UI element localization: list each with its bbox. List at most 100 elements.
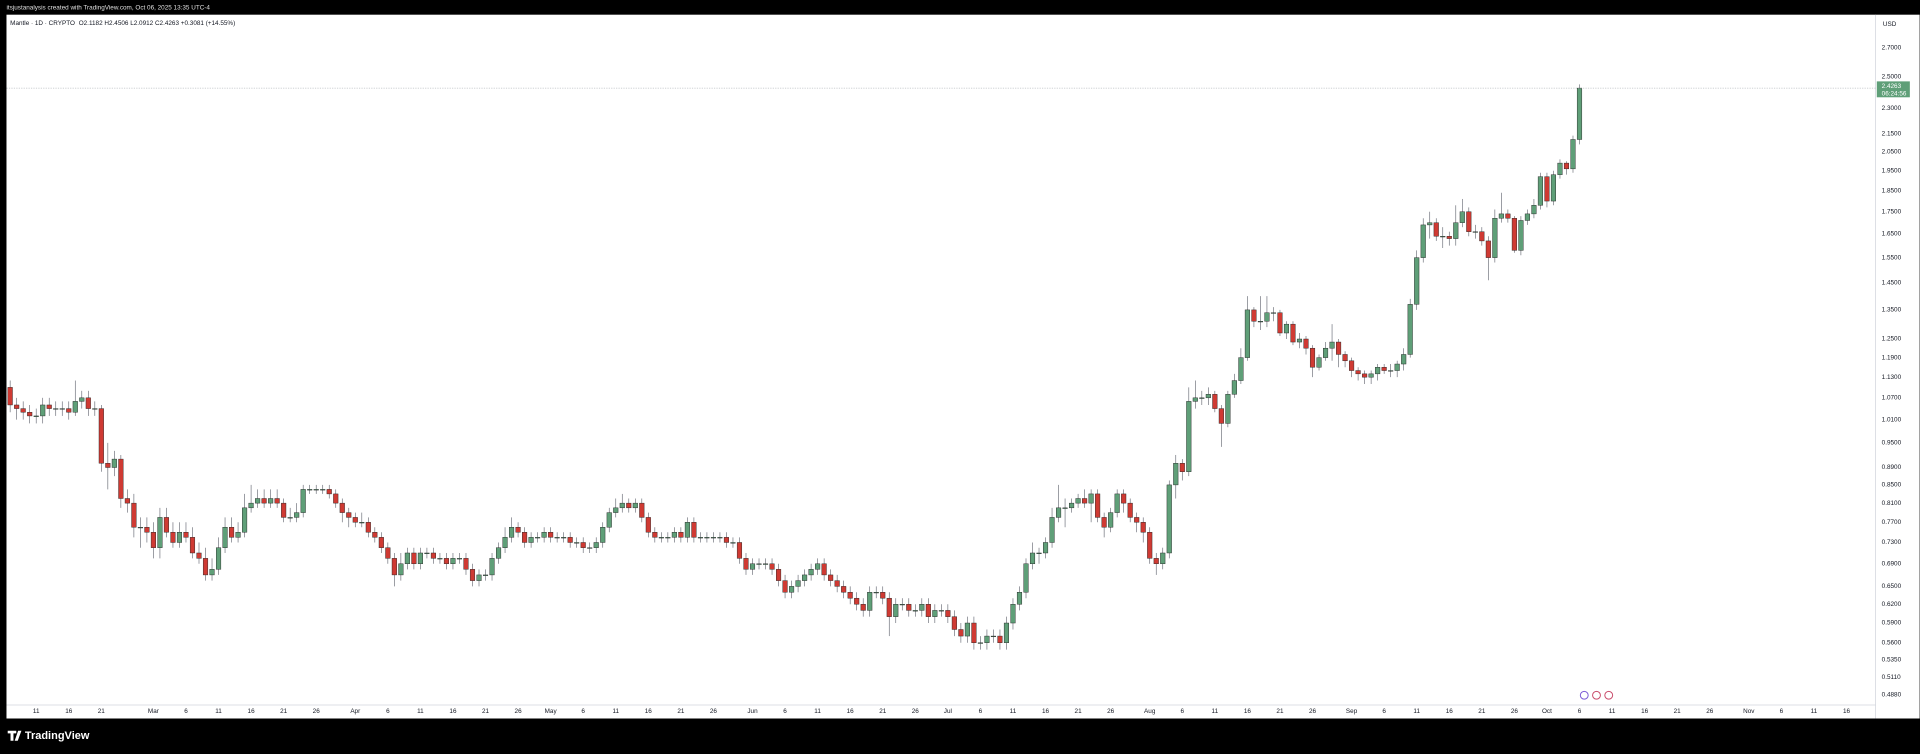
brand[interactable]: TradingView — [7, 730, 90, 742]
candle-body — [632, 502, 638, 509]
x-tick-label: 26 — [1706, 708, 1714, 715]
candle-body — [124, 498, 130, 504]
candle-body — [1492, 218, 1498, 258]
candle-body — [1016, 592, 1023, 605]
candle-body — [1166, 484, 1172, 554]
candle-body — [841, 586, 847, 593]
candle-body — [320, 489, 326, 491]
candle-body — [1362, 373, 1368, 378]
candle-body — [880, 592, 886, 599]
candle-body — [1108, 512, 1114, 528]
candle-body — [671, 532, 677, 538]
brand-name: TradingView — [25, 730, 90, 742]
candle-body — [46, 404, 52, 409]
x-tick-label: 11 — [1811, 708, 1818, 715]
event-icon[interactable] — [1604, 690, 1614, 700]
candle-body — [886, 597, 892, 617]
y-tick-label: 2.7000 — [1882, 44, 1902, 51]
candle-body — [72, 401, 78, 413]
candle-body — [1134, 517, 1140, 523]
candle-body — [958, 629, 964, 637]
candle-body — [782, 580, 788, 593]
x-tick-label: 6 — [1578, 708, 1582, 715]
x-tick-label: Jul — [944, 708, 952, 715]
y-tick-label: 0.8500 — [1882, 482, 1902, 489]
y-tick-label: 2.5000 — [1882, 73, 1902, 80]
candle-body — [743, 558, 749, 570]
candle-body — [261, 498, 267, 504]
candle-body — [645, 517, 651, 533]
candle-body — [1459, 211, 1465, 223]
candle-body — [1088, 493, 1094, 504]
y-tick-label: 0.9500 — [1882, 440, 1902, 447]
candle-body — [222, 527, 228, 548]
candle-body — [1498, 213, 1504, 219]
candle-body — [1140, 522, 1146, 533]
candle-body — [163, 517, 169, 533]
candle-body — [287, 517, 293, 519]
candle-body — [144, 527, 150, 533]
x-tick-label: 26 — [515, 708, 523, 715]
y-tick-label: 1.4500 — [1882, 280, 1902, 287]
candle-body — [20, 408, 26, 413]
candle-body — [7, 387, 13, 406]
y-tick-label: 0.5110 — [1882, 674, 1901, 681]
candle-body — [274, 498, 280, 504]
candle-body — [157, 517, 163, 548]
candle-body — [209, 569, 215, 576]
candle-body — [789, 586, 795, 593]
candle-body — [229, 527, 235, 538]
candle-body — [424, 552, 430, 554]
x-tick-label: 11 — [1413, 708, 1420, 715]
candle-body — [1173, 463, 1179, 486]
candle-body — [1062, 507, 1068, 509]
candle-body — [1323, 347, 1329, 358]
event-icon[interactable] — [1579, 690, 1589, 700]
event-icon[interactable] — [1592, 690, 1601, 700]
candle-body — [548, 532, 554, 538]
candle-body — [1505, 213, 1511, 219]
candle-body — [385, 547, 391, 559]
brand-logo — [7, 730, 22, 741]
candle-body — [281, 502, 287, 518]
candle-body — [111, 458, 117, 468]
x-tick-label: 26 — [1511, 708, 1519, 715]
x-tick-label: 21 — [879, 708, 887, 715]
candle-body — [1368, 373, 1374, 378]
candle-body — [854, 597, 860, 605]
candle-body — [867, 592, 873, 611]
x-tick-label: 16 — [1641, 708, 1649, 715]
candle-body — [541, 532, 547, 538]
candle-body — [815, 563, 821, 570]
candle-body — [567, 537, 573, 543]
candle-body — [1329, 341, 1335, 349]
x-tick-label: 26 — [710, 708, 718, 715]
candle-body — [899, 604, 905, 606]
candle-body — [1524, 213, 1530, 221]
candle-body — [710, 537, 716, 539]
y-tick-label: 0.6900 — [1882, 560, 1902, 567]
candle-body — [398, 563, 404, 576]
x-tick-label: Jun — [747, 708, 758, 715]
candle-body — [932, 610, 938, 617]
y-tick-label: 0.5350 — [1882, 657, 1902, 664]
candle-body — [66, 408, 72, 413]
candle-body — [658, 537, 664, 539]
candle-body — [1427, 222, 1433, 226]
candle-body — [925, 604, 931, 617]
candle-body — [170, 532, 176, 543]
x-tick-label: 11 — [1609, 708, 1616, 715]
y-tick-label: 0.4880 — [1882, 692, 1902, 699]
candle-body — [580, 542, 586, 548]
x-tick-label: 11 — [1212, 708, 1219, 715]
candle-body — [1042, 542, 1049, 554]
event-icons[interactable] — [1579, 690, 1614, 700]
candle-body — [697, 537, 703, 539]
candle-body — [1270, 312, 1276, 314]
candle-body — [14, 404, 20, 409]
candle-body — [27, 412, 33, 417]
candle-body — [990, 635, 996, 638]
candle-body — [1023, 563, 1029, 593]
candle-body — [242, 507, 248, 533]
